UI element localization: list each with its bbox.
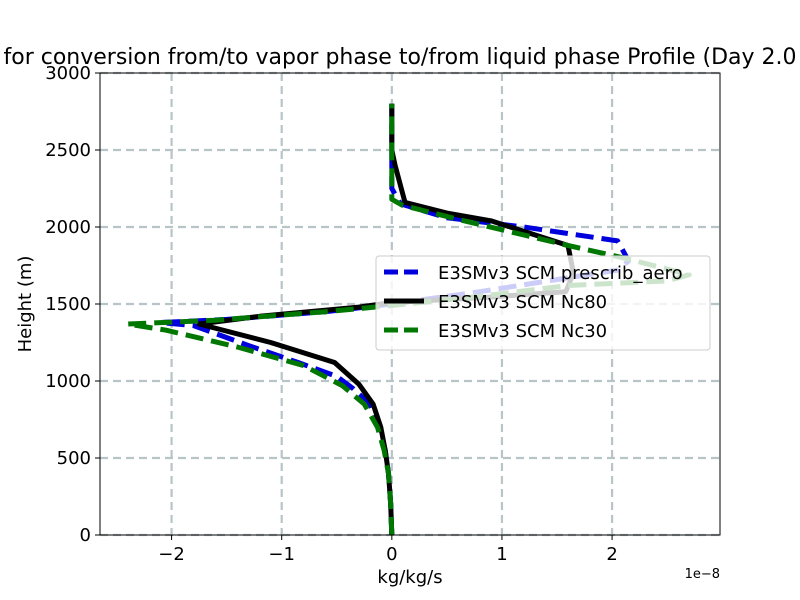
y-tick-label: 0 <box>80 525 91 546</box>
legend: E3SMv3 SCM prescrib_aero E3SMv3 SCM Nc80 E… <box>375 255 711 351</box>
chart-title: for conversion from/to vapor phase to/fr… <box>3 45 796 70</box>
x-axis-ticks: −2 −1 0 1 2 <box>158 535 618 565</box>
y-tick-label: 2000 <box>45 217 91 238</box>
x-tick-label: −1 <box>268 544 295 565</box>
y-tick-label: 3000 <box>45 63 91 84</box>
grid-lines <box>100 71 720 537</box>
y-tick-label: 2500 <box>45 140 91 161</box>
y-tick-label: 1500 <box>45 294 91 315</box>
x-tick-label: 0 <box>386 544 397 565</box>
x-axis-offset-label: 1e−8 <box>685 567 720 582</box>
series-lines <box>125 103 692 536</box>
x-tick-label: 1 <box>496 544 507 565</box>
legend-label-2: E3SMv3 SCM Nc80 <box>438 292 607 313</box>
x-tick-label: −2 <box>158 544 185 565</box>
legend-label-3: E3SMv3 SCM Nc30 <box>438 321 607 342</box>
legend-label-1: E3SMv3 SCM prescrib_aero <box>438 263 683 284</box>
y-axis-label: Height (m) <box>15 256 36 353</box>
x-axis-label: kg/kg/s <box>377 567 442 588</box>
y-tick-label: 1000 <box>45 371 91 392</box>
legend-box <box>375 255 711 351</box>
y-tick-label: 500 <box>57 448 91 469</box>
series-line-2 <box>196 103 576 536</box>
x-tick-label: 2 <box>606 544 617 565</box>
series-line-3 <box>125 103 692 536</box>
y-axis-ticks: 0 500 1000 1500 2000 2500 3000 <box>45 63 100 546</box>
